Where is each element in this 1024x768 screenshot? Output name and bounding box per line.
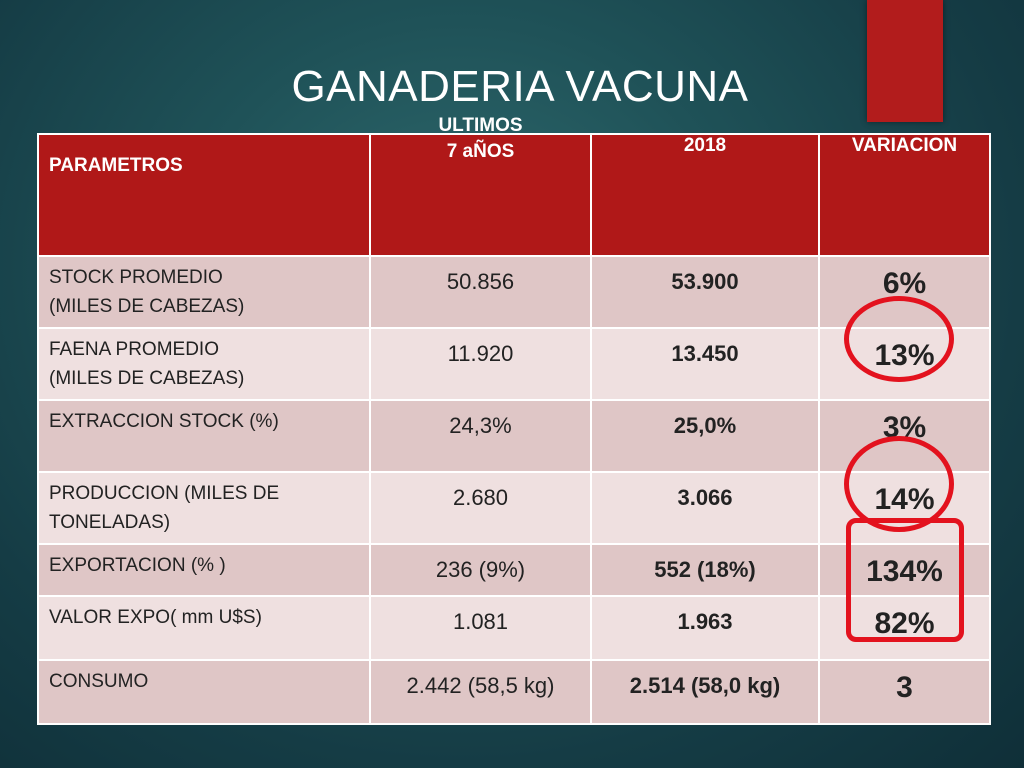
data-table: PARAMETROS ULTIMOS 7 aÑOS 2018 VARIACION…: [37, 115, 991, 725]
cell-2018: 53.900: [590, 255, 820, 329]
cell-ultimos: 50.856: [369, 255, 592, 329]
row-parameter: EXTRACCION STOCK (%): [37, 399, 371, 473]
param-line1: PRODUCCION (MILES DE: [49, 483, 280, 504]
table-header-row: PARAMETROS ULTIMOS 7 aÑOS 2018 VARIACION: [37, 115, 991, 257]
cell-variacion: 14%: [818, 471, 991, 545]
cell-variacion: 6%: [818, 255, 991, 329]
param-line1: EXTRACCION STOCK (%): [49, 411, 279, 432]
header-ultimos-line1: ULTIMOS: [438, 115, 523, 136]
cell-2018: 13.450: [590, 327, 820, 401]
header-parametros: PARAMETROS: [37, 133, 371, 257]
table-row: VALOR EXPO( mm U$S) 1.081 1.963 82%: [37, 595, 991, 661]
param-line1: EXPORTACION (% ): [49, 555, 226, 576]
cell-variacion: 134%: [818, 543, 991, 597]
row-parameter: CONSUMO: [37, 659, 371, 725]
header-ultimos: ULTIMOS 7 aÑOS: [369, 115, 592, 257]
cell-ultimos: 2.442 (58,5 kg): [369, 659, 592, 725]
param-line1: VALOR EXPO( mm U$S): [49, 607, 262, 628]
cell-2018: 3.066: [590, 471, 820, 545]
param-line1: STOCK PROMEDIO: [49, 267, 223, 288]
cell-variacion: 3%: [818, 399, 991, 473]
header-variacion: VARIACION: [818, 133, 991, 257]
row-parameter: STOCK PROMEDIO (MILES DE CABEZAS): [37, 255, 371, 329]
cell-variacion: 13%: [818, 327, 991, 401]
row-parameter: FAENA PROMEDIO (MILES DE CABEZAS): [37, 327, 371, 401]
cell-2018: 1.963: [590, 595, 820, 661]
table-row: CONSUMO 2.442 (58,5 kg) 2.514 (58,0 kg) …: [37, 659, 991, 725]
table-row: STOCK PROMEDIO (MILES DE CABEZAS) 50.856 …: [37, 255, 991, 329]
header-ultimos-line2: 7 aÑOS: [446, 141, 515, 162]
param-line2: (MILES DE CABEZAS): [49, 296, 245, 317]
cell-2018: 2.514 (58,0 kg): [590, 659, 820, 725]
header-year: 2018: [590, 133, 820, 257]
param-line2: (MILES DE CABEZAS): [49, 368, 245, 389]
param-line1: CONSUMO: [49, 671, 149, 692]
cell-ultimos: 236 (9%): [369, 543, 592, 597]
row-parameter: VALOR EXPO( mm U$S): [37, 595, 371, 661]
table-row: FAENA PROMEDIO (MILES DE CABEZAS) 11.920 …: [37, 327, 991, 401]
slide-title: GANADERIA VACUNA: [291, 62, 749, 111]
cell-ultimos: 11.920: [369, 327, 592, 401]
cell-variacion: 82%: [818, 595, 991, 661]
table-row: PRODUCCION (MILES DE TONELADAS) 2.680 3.0…: [37, 471, 991, 545]
cell-ultimos: 24,3%: [369, 399, 592, 473]
red-accent-bar: [867, 0, 943, 122]
table-row: EXTRACCION STOCK (%) 24,3% 25,0% 3%: [37, 399, 991, 473]
cell-ultimos: 1.081: [369, 595, 592, 661]
cell-2018: 25,0%: [590, 399, 820, 473]
param-line1: FAENA PROMEDIO: [49, 339, 219, 360]
row-parameter: PRODUCCION (MILES DE TONELADAS): [37, 471, 371, 545]
param-line2: TONELADAS): [49, 512, 171, 533]
cell-2018: 552 (18%): [590, 543, 820, 597]
row-parameter: EXPORTACION (% ): [37, 543, 371, 597]
table-row: EXPORTACION (% ) 236 (9%) 552 (18%) 134%: [37, 543, 991, 597]
cell-variacion: 3: [818, 659, 991, 725]
cell-ultimos: 2.680: [369, 471, 592, 545]
